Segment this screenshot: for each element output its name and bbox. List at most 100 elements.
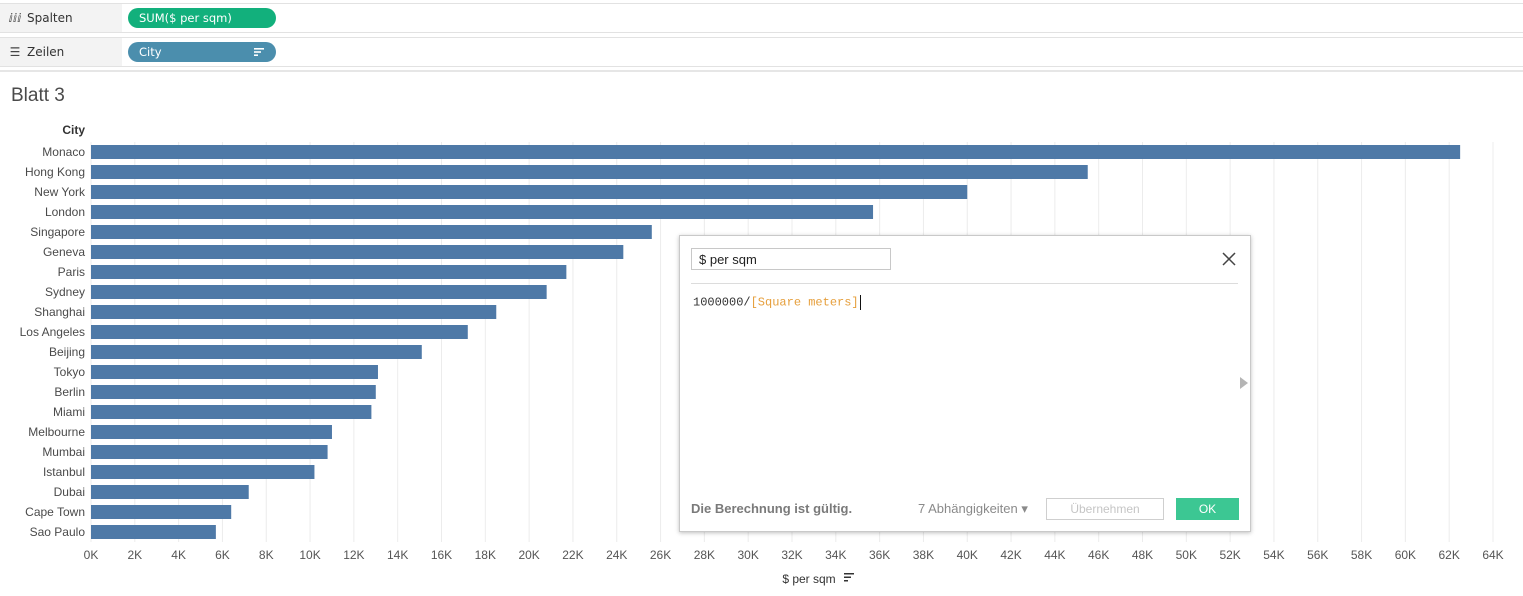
x-tick-label: 30K (738, 548, 759, 562)
bar-dubai[interactable] (91, 485, 249, 499)
category-label[interactable]: Paris (58, 265, 85, 279)
pill-label: SUM($ per sqm) (139, 11, 232, 25)
category-label[interactable]: Miami (53, 405, 85, 419)
category-label[interactable]: Shanghai (34, 305, 85, 319)
bar-shanghai[interactable] (91, 305, 497, 319)
category-label[interactable]: Geneva (43, 245, 85, 259)
bar-paris[interactable] (91, 265, 567, 279)
sum-per-sqm-pill[interactable]: SUM($ per sqm) (128, 8, 276, 28)
x-tick-label: 42K (1000, 548, 1021, 562)
category-label[interactable]: Los Angeles (20, 325, 85, 339)
pill-label: City (139, 45, 162, 59)
bar-cape-town[interactable] (91, 505, 232, 519)
x-tick-label: 16K (431, 548, 452, 562)
bar-london[interactable] (91, 205, 874, 219)
x-tick-label: 12K (343, 548, 364, 562)
bar-mumbai[interactable] (91, 445, 328, 459)
apply-button[interactable]: Übernehmen (1046, 498, 1164, 520)
x-tick-label: 0K (84, 548, 99, 562)
bar-berlin[interactable] (91, 385, 376, 399)
sheet-separator (0, 70, 1523, 72)
sort-icon[interactable] (844, 573, 854, 582)
bar-beijing[interactable] (91, 345, 422, 359)
category-label[interactable]: Monaco (42, 145, 85, 159)
x-tick-label: 6K (215, 548, 230, 562)
bar-hong-kong[interactable] (91, 165, 1088, 179)
rows-icon: ☰ (9, 45, 21, 59)
columns-icon: ⅈⅈⅈ (8, 11, 22, 25)
columns-shelf: ⅈⅈⅈ Spalten SUM($ per sqm) (0, 3, 1523, 33)
category-label[interactable]: Cape Town (25, 505, 85, 519)
category-label[interactable]: Tokyo (54, 365, 86, 379)
category-label[interactable]: Mumbai (42, 445, 85, 459)
columns-label: Spalten (27, 11, 73, 25)
bar-monaco[interactable] (91, 145, 1461, 159)
x-tick-label: 22K (562, 548, 583, 562)
sheet-title: Blatt 3 (11, 85, 65, 106)
bar-geneva[interactable] (91, 245, 624, 259)
bar-sydney[interactable] (91, 285, 547, 299)
city-pill[interactable]: City (128, 42, 276, 62)
dialog-divider (691, 283, 1238, 284)
category-label[interactable]: Singapore (30, 225, 85, 239)
text-cursor (859, 295, 861, 310)
formula-text: 1000000/ (693, 295, 751, 310)
formula-field-reference: [Square meters] (750, 295, 859, 310)
x-tick-label: 28K (694, 548, 715, 562)
x-tick-label: 2K (127, 548, 142, 562)
bar-miami[interactable] (91, 405, 372, 419)
x-tick-label: 32K (781, 548, 802, 562)
bar-istanbul[interactable] (91, 465, 315, 479)
bar-melbourne[interactable] (91, 425, 332, 439)
category-label[interactable]: New York (34, 185, 86, 199)
category-label[interactable]: Istanbul (43, 465, 85, 479)
columns-shelf-label: ⅈⅈⅈ Spalten (0, 4, 123, 32)
close-icon[interactable] (1218, 248, 1240, 270)
x-tick-label: 54K (1263, 548, 1284, 562)
category-label[interactable]: Beijing (49, 345, 85, 359)
category-label[interactable]: Melbourne (28, 425, 85, 439)
rows-label: Zeilen (27, 45, 65, 59)
expand-panel-arrow-icon[interactable] (1240, 377, 1248, 389)
bar-singapore[interactable] (91, 225, 652, 239)
category-label[interactable]: Dubai (54, 485, 85, 499)
x-tick-label: 56K (1307, 548, 1328, 562)
x-tick-label: 52K (1219, 548, 1240, 562)
x-tick-label: 40K (957, 548, 978, 562)
x-tick-label: 60K (1395, 548, 1416, 562)
x-tick-label: 48K (1132, 548, 1153, 562)
x-tick-label: 50K (1176, 548, 1197, 562)
x-tick-label: 24K (606, 548, 627, 562)
bar-new-york[interactable] (91, 185, 968, 199)
rows-shelf: ☰ Zeilen City (0, 37, 1523, 67)
x-tick-label: 34K (825, 548, 846, 562)
formula-editor[interactable]: 1000000/[Square meters] (693, 295, 861, 310)
x-tick-label: 62K (1439, 548, 1460, 562)
x-tick-label: 58K (1351, 548, 1372, 562)
x-tick-label: 38K (913, 548, 934, 562)
category-label[interactable]: Sao Paulo (30, 525, 86, 539)
category-labels: Monaco Hong Kong New York London Singapore Ge… (20, 145, 86, 539)
category-label[interactable]: London (45, 205, 85, 219)
calculation-name-input[interactable] (691, 248, 891, 270)
x-axis-title[interactable]: $ per sqm (782, 572, 835, 586)
x-tick-label: 20K (518, 548, 539, 562)
calculation-editor-dialog: 1000000/[Square meters] Die Berechnung i… (679, 235, 1251, 532)
category-label[interactable]: Berlin (54, 385, 85, 399)
dependencies-dropdown[interactable]: 7 Abhängigkeiten ▾ (918, 501, 1028, 516)
rows-shelf-label: ☰ Zeilen (0, 38, 123, 66)
x-tick-label: 4K (171, 548, 186, 562)
bar-los-angeles[interactable] (91, 325, 468, 339)
ok-button[interactable]: OK (1176, 498, 1239, 520)
columns-drop-area[interactable]: SUM($ per sqm) (122, 4, 1523, 32)
category-label[interactable]: Hong Kong (25, 165, 85, 179)
x-tick-label: 64K (1482, 548, 1503, 562)
rows-drop-area[interactable]: City (122, 38, 1523, 66)
category-label[interactable]: Sydney (45, 285, 85, 299)
x-axis-ticks: 0K 2K 4K 6K 8K 10K 12K 14K 16K 18K 20K 22K 24K 26K 28K… (84, 548, 1504, 562)
sort-descending-icon[interactable] (254, 47, 264, 57)
x-tick-label: 10K (299, 548, 320, 562)
bar-sao-paulo[interactable] (91, 525, 216, 539)
bar-tokyo[interactable] (91, 365, 378, 379)
x-tick-label: 14K (387, 548, 408, 562)
